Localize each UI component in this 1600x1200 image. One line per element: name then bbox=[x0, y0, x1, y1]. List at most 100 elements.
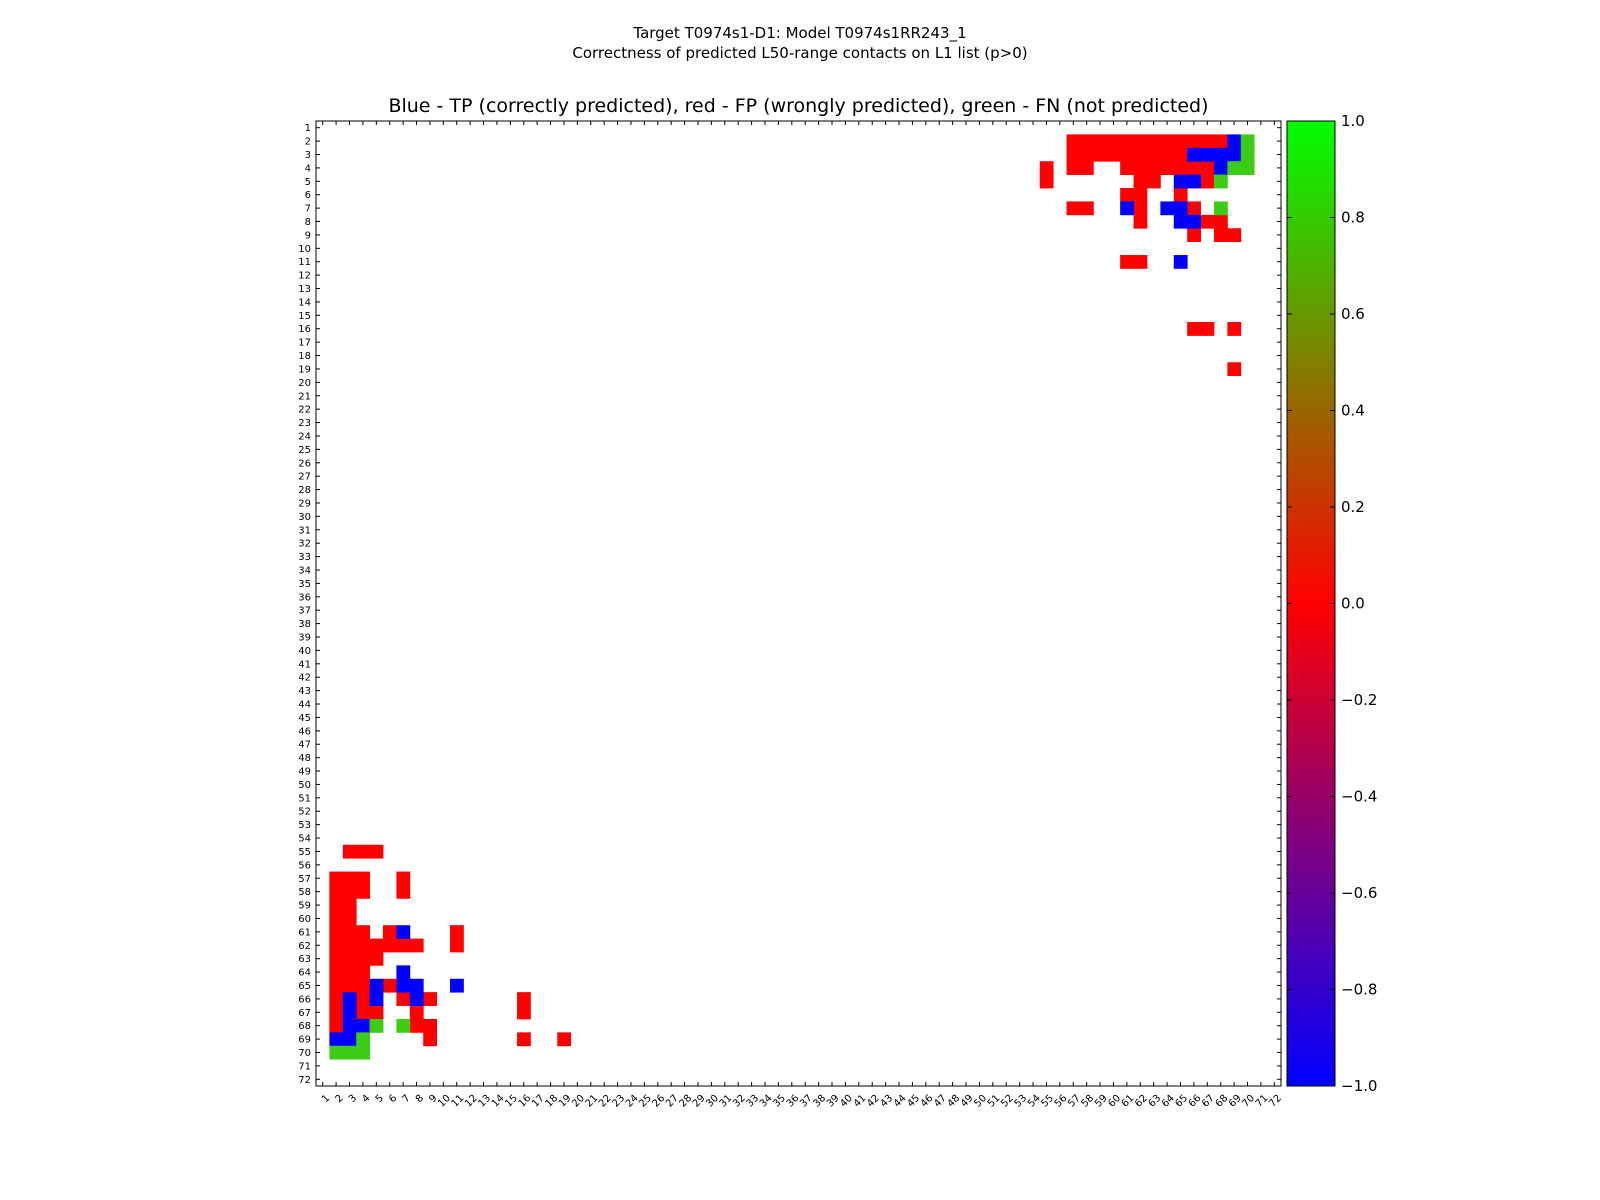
cell-tp bbox=[342, 992, 357, 1006]
y-tick-label: 42 bbox=[298, 673, 311, 684]
y-tick-label: 70 bbox=[298, 1048, 311, 1059]
y-tick-label: 5 bbox=[305, 177, 311, 188]
y-tick-label: 53 bbox=[298, 820, 311, 831]
cell-fp bbox=[329, 978, 344, 993]
cell-fp bbox=[1200, 214, 1215, 229]
cell-fp bbox=[1133, 174, 1148, 189]
plot-area-frame bbox=[315, 120, 1282, 1087]
colorbar-tick-label: −1.0 bbox=[1341, 1077, 1377, 1095]
cell-fp bbox=[369, 951, 384, 966]
axes-title: Blue - TP (correctly predicted), red - F… bbox=[388, 95, 1209, 117]
cell-tp bbox=[356, 1018, 371, 1033]
y-tick-label: 62 bbox=[298, 941, 311, 952]
y-tick-label: 29 bbox=[298, 498, 311, 509]
y-tick-label: 18 bbox=[298, 351, 311, 362]
cell-tp bbox=[1187, 147, 1201, 162]
cell-fn bbox=[1240, 147, 1255, 162]
cell-fp bbox=[383, 938, 397, 953]
cell-fp bbox=[1079, 147, 1094, 162]
x-axis-ticks: 1 2 3 4 5 6 7 8 91011121314151617181920212223242… bbox=[320, 121, 1284, 1110]
cell-tp bbox=[1173, 214, 1188, 229]
cell-fp bbox=[409, 938, 424, 953]
y-tick-label: 60 bbox=[298, 914, 311, 925]
cell-fp bbox=[409, 1005, 424, 1020]
cell-fp bbox=[423, 1032, 438, 1047]
cell-fp bbox=[342, 925, 357, 939]
y-tick-label: 20 bbox=[298, 378, 311, 389]
y-tick-label: 10 bbox=[298, 244, 311, 255]
cell-fp bbox=[450, 938, 464, 953]
y-tick-label: 28 bbox=[298, 485, 311, 496]
y-tick-label: 39 bbox=[298, 633, 311, 644]
cell-fp bbox=[342, 871, 357, 886]
y-tick-label: 67 bbox=[298, 1008, 311, 1019]
cell-fp bbox=[1160, 161, 1175, 176]
cell-fp bbox=[423, 992, 438, 1006]
cell-fp bbox=[1146, 147, 1161, 162]
y-tick-label: 16 bbox=[298, 324, 311, 335]
cell-fp bbox=[329, 898, 344, 913]
cell-fp bbox=[1173, 147, 1188, 162]
cell-fp bbox=[329, 871, 344, 886]
cell-fp bbox=[383, 925, 397, 939]
cell-fp bbox=[1133, 255, 1148, 269]
cell-fn bbox=[329, 1045, 344, 1060]
y-tick-label: 47 bbox=[298, 740, 311, 751]
cell-fp bbox=[396, 871, 411, 886]
colorbar-tick-label: 0.4 bbox=[1341, 402, 1365, 420]
cell-fn bbox=[1213, 174, 1228, 189]
cell-fp bbox=[396, 938, 411, 953]
cell-tp bbox=[1213, 147, 1228, 162]
cell-fp bbox=[450, 925, 464, 939]
cell-fp bbox=[1173, 134, 1188, 149]
y-tick-label: 26 bbox=[298, 458, 311, 469]
cell-fp bbox=[356, 992, 371, 1006]
y-tick-label: 6 bbox=[305, 190, 311, 201]
cell-fp bbox=[517, 992, 531, 1006]
y-tick-label: 45 bbox=[298, 713, 311, 724]
cell-fp bbox=[356, 1005, 371, 1020]
cell-fp bbox=[557, 1032, 572, 1047]
cell-tp bbox=[329, 1032, 344, 1047]
cell-fp bbox=[1187, 134, 1201, 149]
cell-fp bbox=[1093, 147, 1108, 162]
cell-tp bbox=[1227, 147, 1242, 162]
cell-fn bbox=[1240, 134, 1255, 149]
y-tick-label: 71 bbox=[298, 1061, 311, 1072]
colorbar-tick-label: −0.4 bbox=[1341, 788, 1377, 806]
cell-fp bbox=[517, 1005, 531, 1020]
y-tick-label: 68 bbox=[298, 1021, 311, 1032]
cell-tp bbox=[1173, 201, 1188, 216]
cell-fp bbox=[356, 978, 371, 993]
cell-tp bbox=[342, 1032, 357, 1047]
y-tick-label: 58 bbox=[298, 887, 311, 898]
cell-fp bbox=[342, 978, 357, 993]
cell-fp bbox=[1213, 134, 1228, 149]
cell-fp bbox=[356, 951, 371, 966]
y-tick-label: 21 bbox=[298, 391, 311, 402]
y-tick-label: 22 bbox=[298, 405, 311, 416]
y-tick-label: 41 bbox=[298, 659, 311, 670]
cell-fp bbox=[1106, 147, 1121, 162]
y-tick-label: 2 bbox=[305, 137, 311, 148]
y-tick-label: 65 bbox=[298, 981, 311, 992]
cell-fn bbox=[342, 1045, 357, 1060]
y-tick-label: 33 bbox=[298, 552, 311, 563]
cell-fp bbox=[1200, 134, 1215, 149]
cell-fp bbox=[356, 844, 371, 859]
cell-tp bbox=[342, 1005, 357, 1020]
x-tick-label: 72 bbox=[1267, 1093, 1284, 1110]
cell-fp bbox=[396, 992, 411, 1006]
cell-fp bbox=[1120, 188, 1134, 202]
cell-fp bbox=[396, 884, 411, 899]
cell-fn bbox=[369, 1018, 384, 1033]
cell-fp bbox=[1120, 134, 1134, 149]
x-tick-label: 6 bbox=[387, 1093, 399, 1105]
cell-fp bbox=[329, 911, 344, 926]
cell-fp bbox=[369, 1005, 384, 1020]
x-tick-label: 1 bbox=[320, 1093, 332, 1105]
cell-fp bbox=[1160, 147, 1175, 162]
cell-fn bbox=[356, 1045, 371, 1060]
y-tick-label: 49 bbox=[298, 767, 311, 778]
y-tick-label: 12 bbox=[298, 271, 311, 282]
